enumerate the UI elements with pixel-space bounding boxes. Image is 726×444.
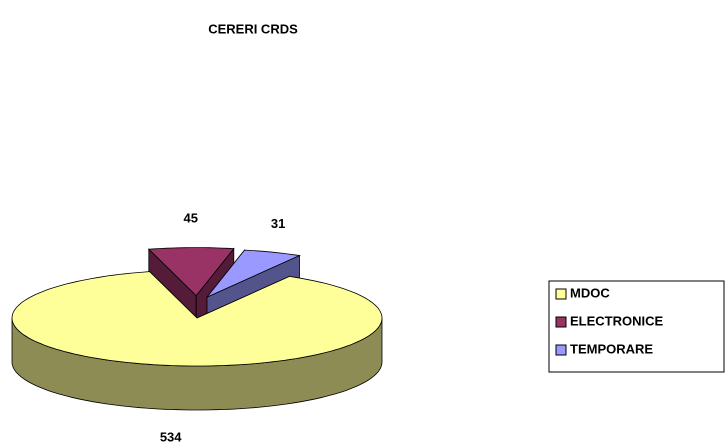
- slice-top: [206, 249, 301, 298]
- data-label: 45: [184, 211, 198, 226]
- slice-top: [147, 247, 235, 297]
- legend-swatch: [555, 344, 567, 356]
- legend-label: MDOC: [570, 285, 610, 300]
- slice-top: [11, 271, 383, 367]
- chart-title: CERERI CRDS: [208, 21, 298, 36]
- legend-label: ELECTRONICE: [570, 313, 664, 328]
- pie-slice: [11, 270, 383, 411]
- data-label: 534: [160, 429, 182, 444]
- legend-box: [548, 280, 725, 373]
- legend-swatch: [555, 316, 567, 328]
- data-label: 31: [271, 216, 285, 231]
- legend-label: TEMPORARE: [570, 341, 653, 356]
- legend-swatch: [555, 288, 567, 300]
